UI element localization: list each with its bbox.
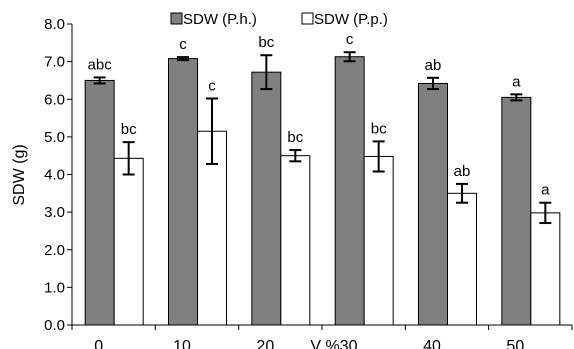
- significance-label: c: [179, 36, 187, 53]
- x-tick-label: 0: [94, 338, 103, 349]
- bar: [530, 212, 561, 326]
- y-tick-label: 7.0: [44, 54, 65, 71]
- y-tick-label: 2.0: [44, 242, 65, 259]
- x-axis: 0 10 20 30 40 50: [71, 324, 573, 349]
- bar: [251, 71, 282, 326]
- legend: SDW (P.h.) SDW (P.p.): [170, 11, 388, 28]
- legend-swatch: [301, 12, 314, 25]
- y-tick-label: 1.0: [44, 279, 65, 296]
- bar: [447, 192, 477, 326]
- bar: [113, 157, 144, 326]
- significance-label: c: [208, 77, 216, 94]
- significance-label: abc: [88, 56, 113, 73]
- y-tick-label: 8.0: [44, 16, 65, 33]
- bar: [168, 58, 198, 326]
- x-tick-label: 50: [506, 338, 524, 349]
- legend-label: SDW (P.h.): [183, 11, 257, 28]
- legend-label: SDW (P.p.): [314, 11, 388, 28]
- y-tick-label: 4.0: [44, 167, 65, 184]
- y-tick-label: 3.0: [44, 204, 65, 221]
- significance-label: bc: [371, 120, 387, 137]
- significance-label: bc: [287, 129, 303, 146]
- x-tick-label: 10: [173, 338, 191, 349]
- y-tick-label: 5.0: [44, 129, 65, 146]
- x-tick-label: 20: [256, 338, 274, 349]
- x-tick-label: 30: [340, 338, 358, 349]
- y-tick-label: 0.0: [44, 317, 65, 334]
- significance-label: c: [346, 31, 354, 48]
- significance-label: bc: [121, 121, 137, 138]
- bar: [501, 96, 532, 326]
- bar: [418, 82, 448, 326]
- bar: [363, 155, 394, 326]
- significance-label: a: [512, 73, 521, 90]
- bar: [334, 56, 365, 326]
- significance-label: ab: [454, 163, 471, 180]
- y-axis-label: SDW (g): [11, 144, 28, 205]
- y-axis: 0.0 1.0 2.0 3.0 4.0 5.0 6.0 7.0 8.0: [44, 16, 73, 334]
- legend-swatch: [170, 12, 183, 25]
- bar: [280, 155, 311, 326]
- bar: [84, 79, 115, 326]
- x-axis-label: V %: [310, 338, 339, 349]
- significance-label: a: [541, 182, 550, 199]
- y-tick-label: 6.0: [44, 91, 65, 108]
- significance-label: ab: [425, 57, 442, 74]
- significance-label: bc: [258, 34, 274, 51]
- x-tick-label: 40: [423, 338, 441, 349]
